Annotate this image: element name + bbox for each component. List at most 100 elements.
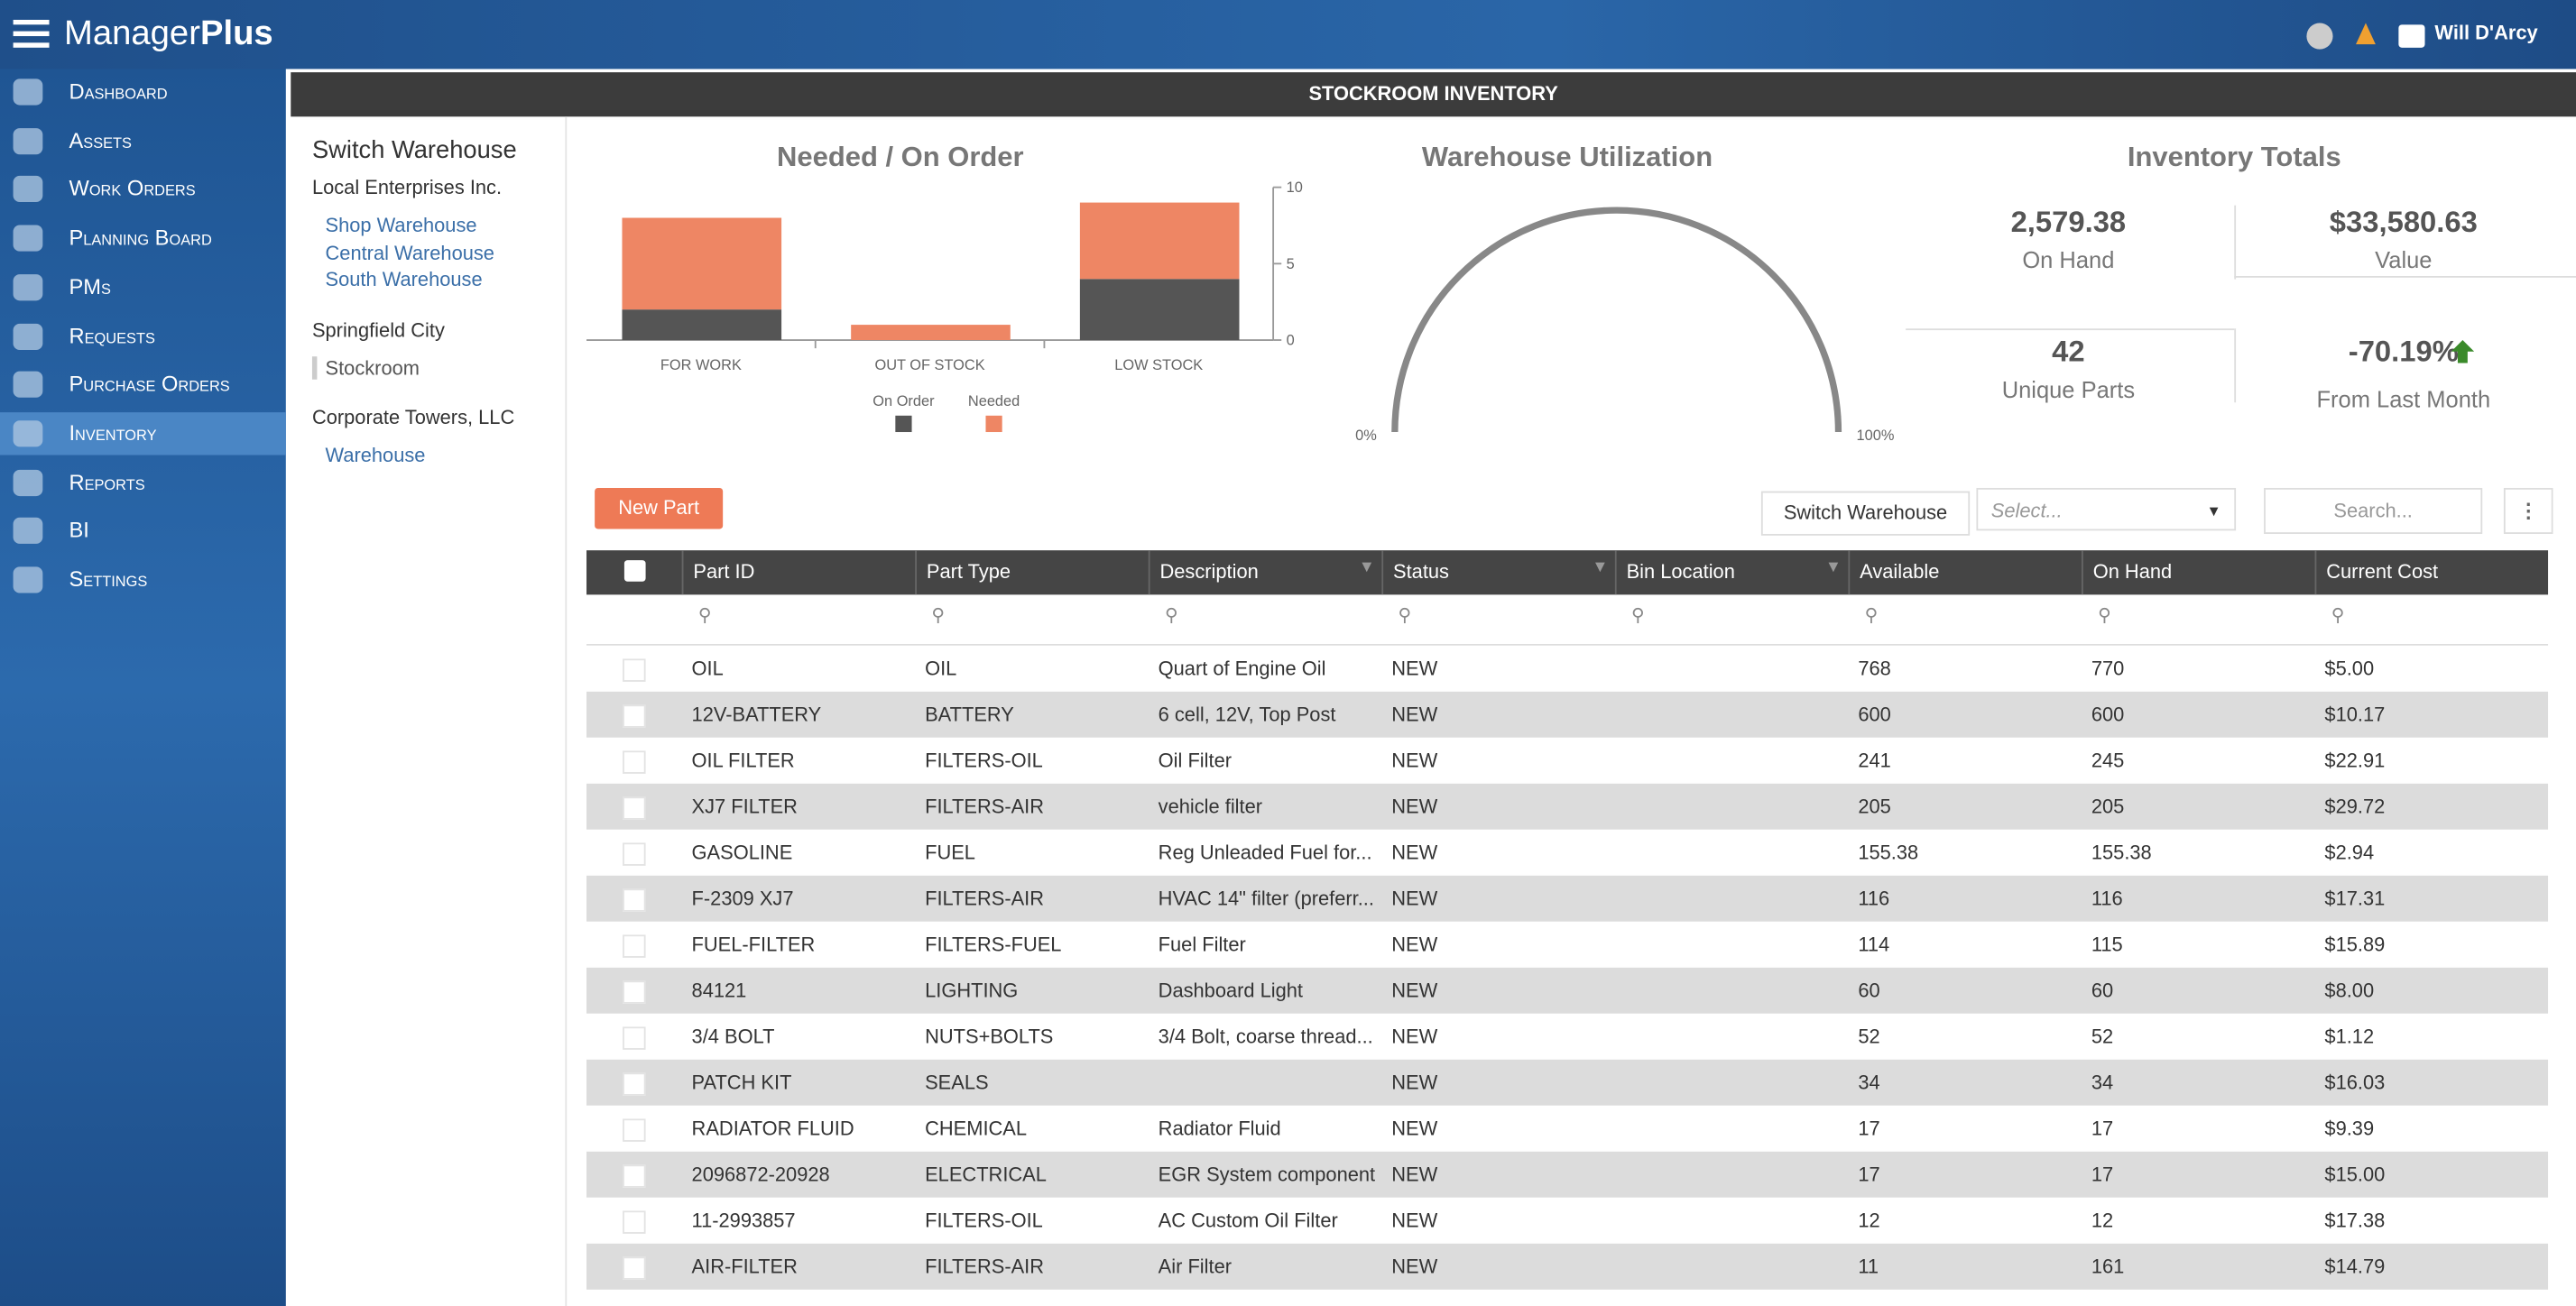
filter-button[interactable]: ▼	[1358, 558, 1375, 577]
nav-icon	[13, 127, 43, 154]
table-cell: FILTERS-AIR	[925, 795, 1045, 819]
row-checkbox[interactable]	[623, 842, 646, 866]
column-header[interactable]: Current Cost	[2314, 550, 2549, 595]
column-header[interactable]: Available	[1848, 550, 2082, 595]
row-checkbox[interactable]	[623, 1256, 646, 1280]
search-input[interactable]: Search...	[2264, 487, 2483, 534]
table-row[interactable]	[586, 1197, 2549, 1244]
totals-title: Inventory Totals	[2127, 141, 2341, 173]
table-row[interactable]	[586, 783, 2549, 830]
row-checkbox[interactable]	[623, 704, 646, 728]
nav-item[interactable]: Reports	[0, 461, 286, 503]
table-row[interactable]	[586, 829, 2549, 876]
menu-icon[interactable]	[13, 19, 50, 50]
table-cell: XJ7 FILTER	[691, 795, 798, 819]
column-header[interactable]: On Hand	[2081, 550, 2315, 595]
filter-icon[interactable]: ⚲	[1164, 606, 1178, 626]
table-row[interactable]	[586, 1243, 2549, 1290]
filter-button[interactable]: ▼	[1824, 558, 1842, 577]
new-part-button[interactable]: New Part	[595, 487, 724, 529]
column-header[interactable]: Part Type	[915, 550, 1149, 595]
column-header[interactable]: Description	[1148, 550, 1382, 595]
bar	[622, 217, 782, 310]
nav-item[interactable]: Settings	[0, 558, 286, 601]
table-row[interactable]	[586, 737, 2549, 784]
column-header[interactable]: Bin Location	[1614, 550, 1849, 595]
table-row[interactable]	[586, 875, 2549, 922]
nav-item[interactable]: PMs	[0, 266, 286, 308]
table-cell: $10.17	[2324, 703, 2386, 727]
warehouse-group: Springfield City	[311, 317, 445, 341]
more-menu[interactable]: ⋮	[2503, 487, 2553, 534]
filter-icon[interactable]: ⚲	[2331, 606, 2345, 626]
row-checkbox[interactable]	[623, 1072, 646, 1096]
filter-icon[interactable]: ⚲	[931, 606, 946, 626]
warehouse-item[interactable]: Warehouse	[325, 443, 426, 467]
table-row[interactable]	[586, 921, 2549, 968]
nav-item[interactable]: Purchase Orders	[0, 363, 286, 406]
warehouse-item[interactable]: Central Warehouse	[325, 240, 494, 264]
table-cell: 11-2993857	[691, 1209, 796, 1233]
table-cell: $15.89	[2324, 933, 2386, 957]
table-row[interactable]	[586, 1105, 2549, 1152]
nav-icon	[13, 78, 43, 106]
table-cell: 17	[2091, 1163, 2114, 1187]
nav-item[interactable]: BI	[0, 510, 286, 552]
row-checkbox[interactable]	[623, 658, 646, 682]
filter-icon[interactable]: ⚲	[1864, 606, 1879, 626]
table-cell: 12V-BATTERY	[691, 703, 822, 727]
table-row[interactable]	[586, 645, 2549, 692]
nav-item[interactable]: Work Orders	[0, 168, 286, 210]
filter-icon[interactable]: ⚲	[697, 606, 712, 626]
nav-item[interactable]: Assets	[0, 119, 286, 161]
nav-icon	[13, 273, 43, 300]
nav-item[interactable]: Planning Board	[0, 217, 286, 260]
x-tick-label: LOW STOCK	[1114, 357, 1203, 373]
table-cell: Quart of Engine Oil	[1158, 657, 1326, 681]
table-cell: $17.38	[2324, 1209, 2386, 1233]
row-checkbox[interactable]	[623, 1210, 646, 1234]
filter-button[interactable]: ▼	[1592, 558, 1609, 577]
table-cell: 34	[2091, 1071, 2114, 1095]
table-row[interactable]	[586, 691, 2549, 738]
select-all-checkbox[interactable]	[623, 560, 646, 582]
warehouse-item[interactable]: South Warehouse	[325, 267, 483, 291]
filter-icon[interactable]: ⚲	[1398, 606, 1412, 626]
nav-item[interactable]: Inventory	[0, 411, 286, 455]
table-cell: FUEL	[925, 841, 975, 865]
table-cell: CHEMICAL	[925, 1117, 1028, 1141]
warehouse-select[interactable]: Select... ▼	[1976, 487, 2237, 531]
table-cell: 17	[2091, 1117, 2114, 1141]
up-arrow	[2451, 340, 2475, 363]
table-cell: 11	[1858, 1255, 1879, 1279]
table-cell: 115	[2091, 933, 2123, 957]
column-header[interactable]: Part ID	[681, 550, 916, 595]
row-checkbox[interactable]	[623, 934, 646, 958]
row-checkbox[interactable]	[623, 888, 646, 912]
table-cell: Dashboard Light	[1158, 979, 1304, 1003]
warehouse-item[interactable]: Shop Warehouse	[325, 213, 477, 237]
table-cell: 600	[2091, 703, 2125, 727]
row-checkbox[interactable]	[623, 980, 646, 1004]
table-row[interactable]	[586, 1059, 2549, 1106]
row-checkbox[interactable]	[623, 1164, 646, 1188]
warehouse-item[interactable]: Stockroom	[311, 355, 420, 379]
user-menu[interactable]: Will D'Arcy	[2434, 21, 2538, 45]
column-header[interactable]: Status	[1381, 550, 1615, 595]
nav-item[interactable]: Dashboard	[0, 70, 286, 113]
table-row[interactable]	[586, 1013, 2549, 1060]
row-checkbox[interactable]	[623, 796, 646, 820]
row-checkbox[interactable]	[623, 1118, 646, 1142]
nav-icon	[13, 566, 43, 593]
filter-icon[interactable]: ⚲	[2098, 606, 2111, 626]
nav-icon	[13, 518, 43, 545]
table-row[interactable]	[586, 967, 2549, 1014]
row-checkbox[interactable]	[623, 750, 646, 774]
nav-item[interactable]: Requests	[0, 315, 286, 357]
switch-warehouse-button[interactable]: Switch Warehouse	[1760, 491, 1971, 536]
header-icons[interactable]	[2304, 20, 2428, 52]
filter-icon[interactable]: ⚲	[1631, 606, 1645, 626]
row-checkbox[interactable]	[623, 1026, 646, 1050]
table-row[interactable]	[586, 1151, 2549, 1198]
table-cell: 114	[1858, 933, 1890, 957]
